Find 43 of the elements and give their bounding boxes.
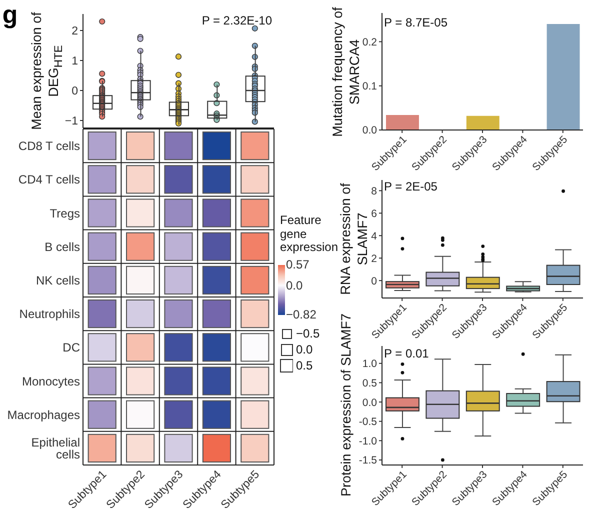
y-tick-label: 8	[371, 185, 378, 198]
y-tick-label: CD4 T cells	[18, 172, 80, 187]
chart-title: g	[2, 1, 18, 29]
text: 0.5	[296, 358, 313, 372]
color-bar-title: Feature gene expression	[280, 213, 340, 254]
text: −0.5	[296, 326, 320, 340]
y-tick-label: CD8 T cells	[18, 139, 80, 154]
y-tick-label: B cells	[44, 240, 80, 254]
y-tick-label: NK cells	[36, 273, 80, 288]
y-tick-label: 0.2	[362, 36, 378, 48]
y-tick-label: 2	[371, 252, 378, 265]
annotation: P = 2.32E-10	[202, 14, 272, 28]
y-tick-label: 0.1	[362, 80, 378, 93]
color-bar-label: −0.82	[286, 308, 316, 322]
text: 0.0	[296, 342, 313, 356]
y-tick-label: 0.0	[362, 396, 378, 409]
y-tick-label: 2	[72, 26, 78, 38]
y-tick-label: 6	[371, 208, 378, 220]
y-tick-label: −1	[64, 116, 78, 128]
y-tick-label: 4	[371, 230, 378, 242]
y-tick-label: Monocytes	[22, 374, 80, 388]
y-tick-label: 1.0	[362, 358, 378, 370]
y-tick-label: 0.5	[362, 377, 378, 390]
y-tick-label: Epithelial cells	[31, 435, 80, 462]
y-axis-title: RNA expression of SLAMF7	[338, 182, 371, 297]
annotation: P = 8.7E-05	[384, 16, 448, 30]
y-axis-title: Mutation frequency of SMARCA4	[329, 6, 362, 139]
y-tick-label: -1.0	[358, 435, 378, 448]
color-bar-label: 0.0	[286, 278, 303, 292]
y-tick-label: Macrophages	[7, 408, 80, 422]
annotation: P = 2E-05	[384, 180, 438, 194]
color-bar-label: 0.57	[286, 258, 310, 272]
y-tick-label: 0	[72, 86, 78, 98]
annotation: P = 0.01	[384, 346, 429, 360]
y-tick-label: -1.5	[358, 454, 378, 467]
y-tick-label: Neutrophils	[19, 307, 80, 322]
y-tick-label: 1	[72, 56, 78, 68]
y-tick-label: 0.0	[362, 124, 378, 137]
y-tick-label: -0.5	[358, 416, 378, 428]
y-axis-title: Protein expression of SLAMF7	[338, 313, 354, 497]
y-tick-label: Tregs	[50, 206, 80, 220]
y-tick-label: 0	[371, 275, 378, 288]
y-tick-label: DC	[62, 340, 80, 355]
